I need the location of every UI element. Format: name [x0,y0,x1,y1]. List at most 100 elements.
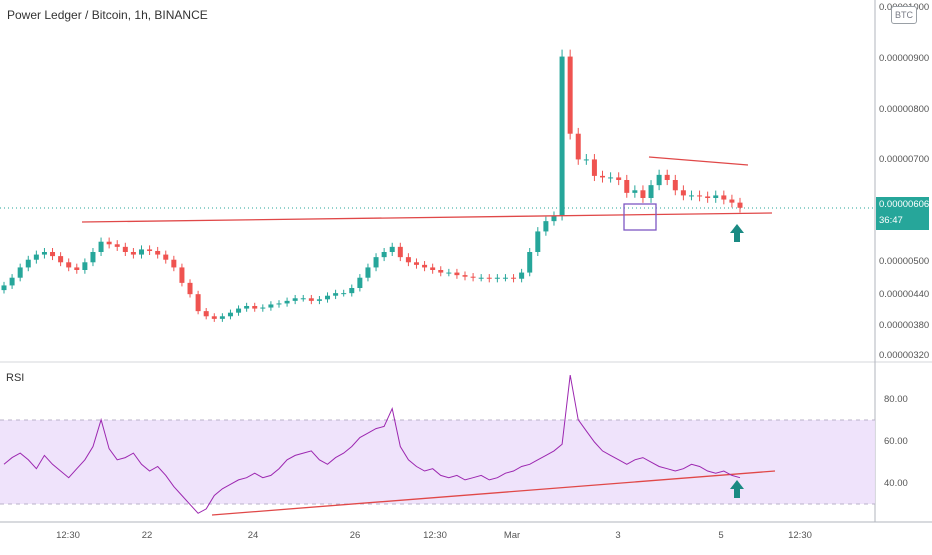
candle [486,277,492,279]
candle [316,299,322,301]
candle [179,267,185,283]
candle [66,262,72,268]
candle [284,300,290,304]
candle [454,272,460,276]
candle [478,277,484,279]
time-axis[interactable]: 12:30 22 24 26 12:30 Mar 3 5 12:30 [56,530,812,541]
candle [341,293,347,295]
candle [17,267,23,278]
price-axis[interactable]: 0.00001000 0.00000900 0.00000800 0.00000… [879,2,929,361]
candle [227,312,233,317]
candle [114,244,120,247]
candle [106,241,112,245]
price-tick: 0.00000380 [879,320,929,331]
candle [705,196,711,198]
candle [268,304,274,308]
candle [195,294,201,312]
candle [244,306,250,309]
time-label: 12:30 [56,530,80,541]
chart-title: Power Ledger / Bitcoin, 1h, BINANCE [7,8,208,22]
time-label: 12:30 [423,530,447,541]
candle [519,272,525,279]
candle [122,246,128,252]
candle [600,175,606,178]
price-tick: 0.00000440 [879,289,929,300]
candle [292,298,298,301]
candle [656,174,662,186]
candle [397,246,403,258]
candle [163,254,169,260]
candle [494,277,500,279]
time-label: 3 [615,530,620,541]
candle [502,277,508,279]
candle [373,257,379,268]
candle [211,316,217,319]
candle [462,275,468,277]
candle [187,282,193,295]
candle [680,190,686,196]
time-label: Mar [504,530,520,541]
candle [583,159,589,161]
candle [527,252,533,273]
price-tick: 0.00000500 [879,256,929,267]
candle [260,307,266,309]
price-tick: 0.00000900 [879,53,929,64]
candle [219,316,225,319]
candle [25,259,31,268]
time-label: 26 [350,530,361,541]
candle [608,177,614,179]
rsi-tick: 60.00 [884,436,908,447]
candle [50,252,56,257]
resistance-trendline[interactable] [648,156,749,166]
candle [58,256,64,263]
candle [90,252,96,263]
candle [640,190,646,198]
candle [591,159,597,176]
candle [236,308,242,313]
candle [130,252,136,255]
time-label: 24 [248,530,259,541]
candle [438,270,444,273]
candle [147,249,153,251]
candle [446,272,452,274]
candle [729,199,735,203]
candle [672,180,678,191]
candle [9,277,15,286]
rsi-axis[interactable]: 80.00 60.00 40.00 [884,394,908,489]
candle [171,259,177,268]
currency-label[interactable]: BTC [891,6,917,24]
candle [422,264,428,268]
support-trendline[interactable] [81,212,773,223]
breakout-highlight-box[interactable] [623,203,657,231]
candle [664,174,670,180]
candle [357,277,363,288]
up-arrow-icon[interactable] [730,224,744,242]
candle [413,262,419,265]
time-label: 22 [142,530,153,541]
rsi-tick: 80.00 [884,394,908,405]
candle [349,288,355,294]
candle [575,133,581,160]
candle [551,216,557,222]
candle [138,249,144,255]
candle [82,262,88,270]
rsi-up-arrow-icon[interactable] [730,480,744,498]
candle [616,177,622,180]
rsi-trendline[interactable] [211,470,776,516]
candle [624,180,630,193]
candle [535,231,541,252]
candle [389,246,395,252]
candlestick-series [1,49,743,322]
candle [688,195,694,197]
candle [98,241,104,252]
candle [405,257,411,263]
candle [381,252,387,258]
candle [33,254,39,260]
candle [325,295,331,300]
candle [721,195,727,200]
candle [300,298,306,300]
price-tick: 0.00000700 [879,154,929,165]
candle [155,250,161,255]
